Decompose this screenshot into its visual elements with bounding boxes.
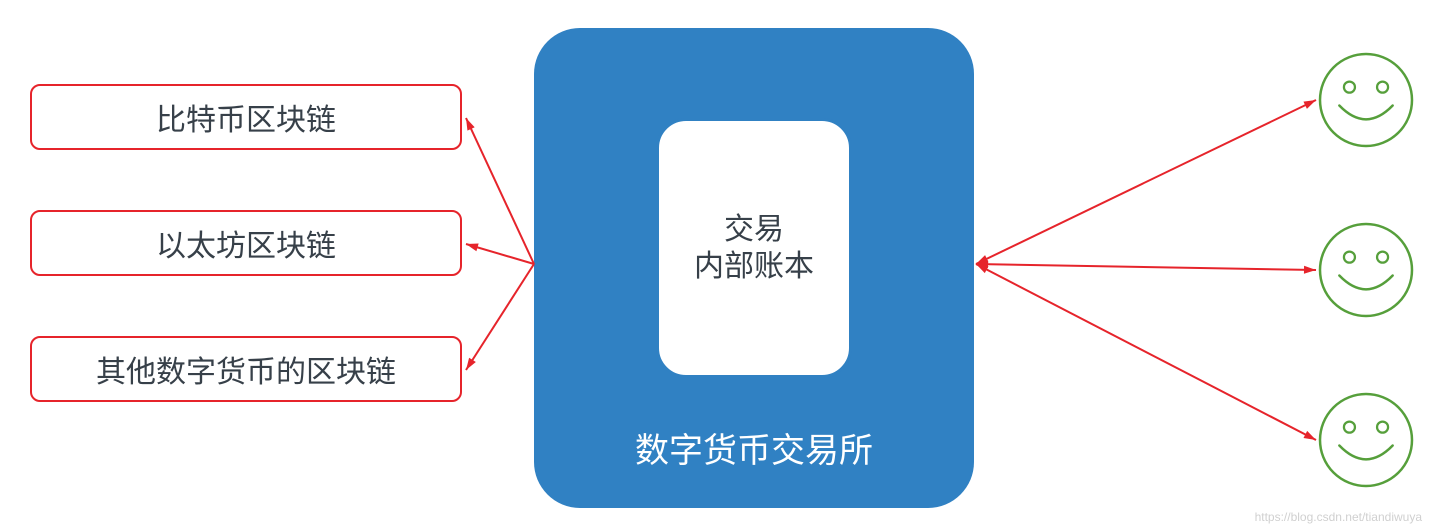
blockchain-label: 比特币区块链 <box>156 95 336 139</box>
ledger-line2: 内部账本 <box>694 248 814 286</box>
user-smiley-icon <box>1316 50 1416 150</box>
diagram-canvas: 数字货币交易所 交易 内部账本 比特币区块链 以太坊区块链 其他数字货币的区块链… <box>0 0 1430 528</box>
ledger-box: 交易 内部账本 <box>656 118 852 378</box>
blockchain-label: 其他数字货币的区块链 <box>96 347 396 391</box>
ledger-line1: 交易 <box>724 211 784 249</box>
user-smiley-icon <box>1316 220 1416 320</box>
blockchain-box-bitcoin: 比特币区块链 <box>30 84 462 150</box>
blockchain-box-ethereum: 以太坊区块链 <box>30 210 462 276</box>
blockchain-label: 以太坊区块链 <box>156 221 336 265</box>
blockchain-box-other: 其他数字货币的区块链 <box>30 336 462 402</box>
watermark: https://blog.csdn.net/tiandiwuya <box>1255 510 1422 524</box>
user-smiley-icon <box>1316 390 1416 490</box>
exchange-title: 数字货币交易所 <box>534 423 974 472</box>
